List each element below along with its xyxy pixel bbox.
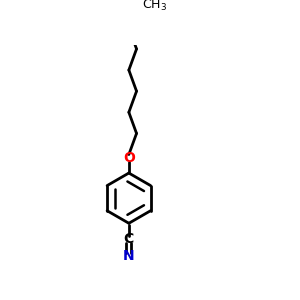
Text: O: O bbox=[123, 152, 135, 166]
Text: N: N bbox=[123, 249, 135, 263]
Text: CH$_3$: CH$_3$ bbox=[142, 0, 167, 13]
Text: C: C bbox=[124, 232, 134, 246]
